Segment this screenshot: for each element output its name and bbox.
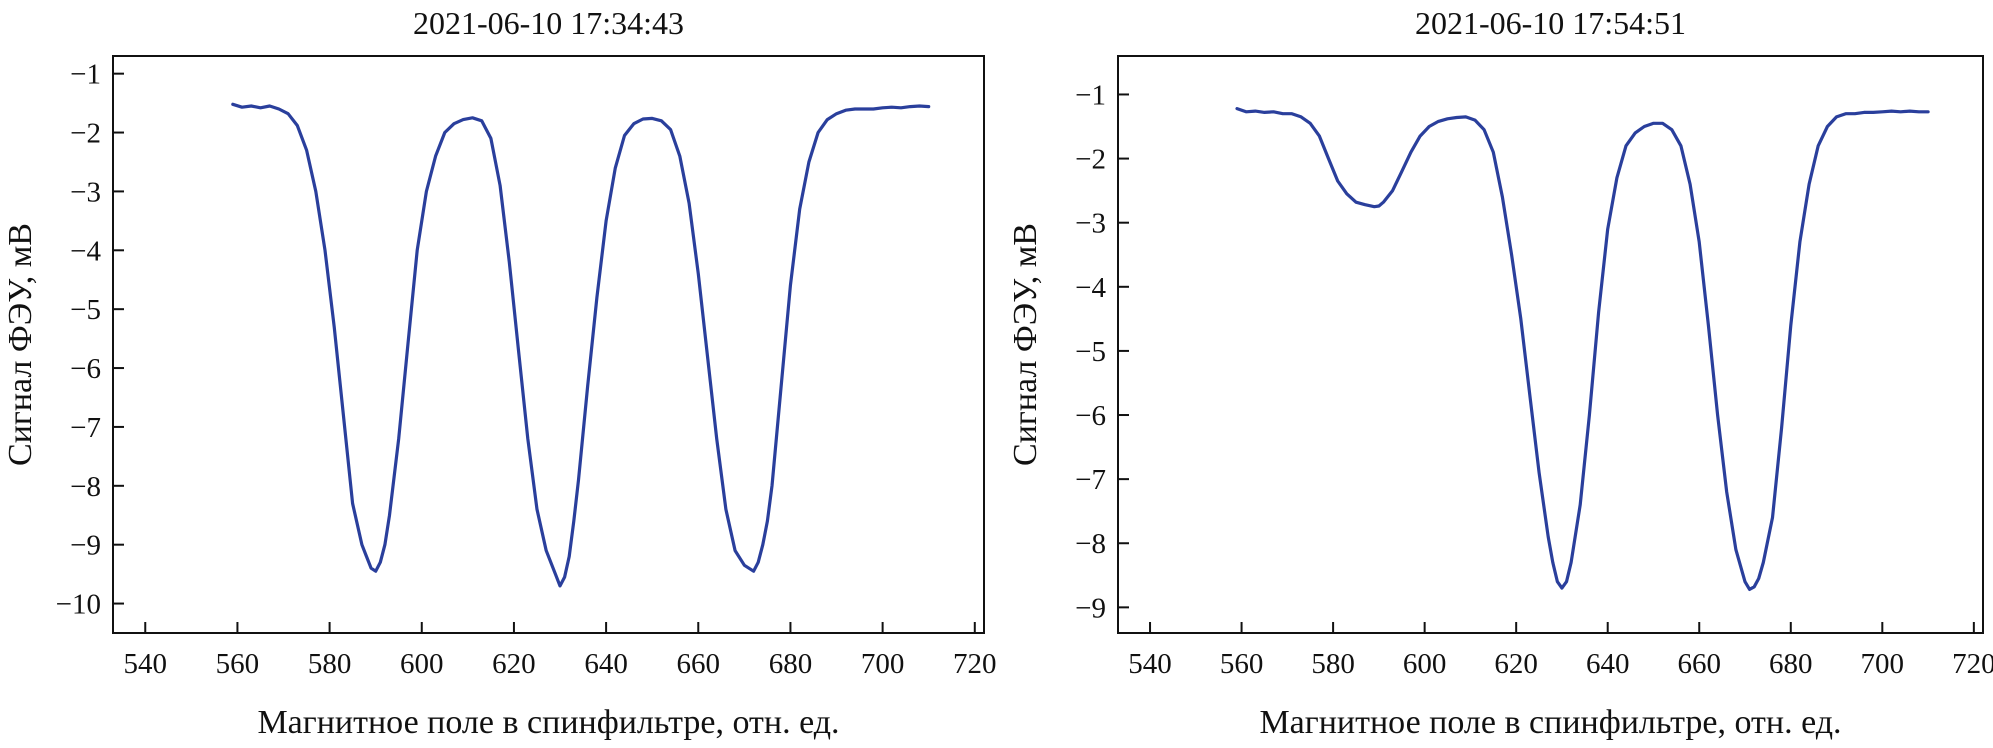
x-tick-label: 660 [1677, 648, 1721, 680]
x-tick-label: 680 [1769, 648, 1813, 680]
chart-panel-right: 2021-06-10 17:54:51 540 560 580 600 620 640 660… [1007, 5, 1993, 741]
plot-frame [112, 55, 985, 634]
x-tick-label: 540 [1128, 648, 1172, 680]
x-tick-label: 620 [1494, 648, 1538, 680]
x-tick-label: 720 [1952, 648, 1993, 680]
y-tick-label: −2 [70, 118, 101, 150]
chart-title: 2021-06-10 17:34:43 [413, 5, 684, 41]
series-line-signal [231, 102, 931, 588]
y-tick-label: −5 [70, 294, 101, 326]
x-axis-label: Магнитное поле в спинфильтре, отн. ед. [1259, 704, 1841, 741]
y-tick-label: −3 [70, 176, 101, 208]
x-tick-label: 640 [584, 648, 628, 680]
y-tick-label: −1 [70, 59, 101, 91]
x-tick-label: 600 [1403, 648, 1447, 680]
x-tick-label: 720 [953, 648, 997, 680]
x-tick-label: 680 [769, 648, 813, 680]
y-tick-label: −5 [1075, 336, 1106, 368]
y-tick-label: −6 [70, 353, 101, 385]
y-axis-label: Сигнал ФЭУ, мВ [2, 223, 39, 466]
x-tick-label: 700 [1861, 648, 1905, 680]
y-tick-label: −6 [1075, 400, 1106, 432]
x-tick-label: 620 [492, 648, 536, 680]
y-tick-label: −8 [1075, 528, 1106, 560]
x-tick-label: 580 [1311, 648, 1355, 680]
y-tick-label: −4 [1075, 272, 1106, 304]
x-tick-label: 660 [677, 648, 721, 680]
x-tick-label: 600 [400, 648, 444, 680]
y-tick-label: −9 [70, 530, 101, 562]
series-line-signal [1235, 106, 1930, 592]
x-tick-label: 580 [308, 648, 352, 680]
plot-frame [1117, 55, 1984, 634]
chart-title: 2021-06-10 17:54:51 [1415, 5, 1686, 41]
y-tick-label: −7 [70, 412, 101, 444]
y-axis-label: Сигнал ФЭУ, мВ [1007, 223, 1044, 466]
y-tick-label: −10 [56, 589, 101, 621]
y-tick-label: −4 [70, 235, 101, 267]
y-tick-label: −3 [1075, 208, 1106, 240]
chart-panel-left: 2021-06-10 17:34:43 540 560 580 600 620 640 660… [2, 5, 997, 741]
y-tick-label: −2 [1075, 144, 1106, 176]
y-tick-label: −9 [1075, 592, 1106, 624]
x-tick-label: 700 [861, 648, 905, 680]
x-tick-label: 540 [124, 648, 168, 680]
y-tick-label: −1 [1075, 79, 1106, 111]
y-tick-label: −7 [1075, 464, 1106, 496]
x-tick-label: 560 [1220, 648, 1264, 680]
x-axis-label: Магнитное поле в спинфильтре, отн. ед. [257, 704, 839, 741]
y-tick-label: −8 [70, 471, 101, 503]
x-tick-label: 640 [1586, 648, 1630, 680]
x-tick-label: 560 [216, 648, 260, 680]
